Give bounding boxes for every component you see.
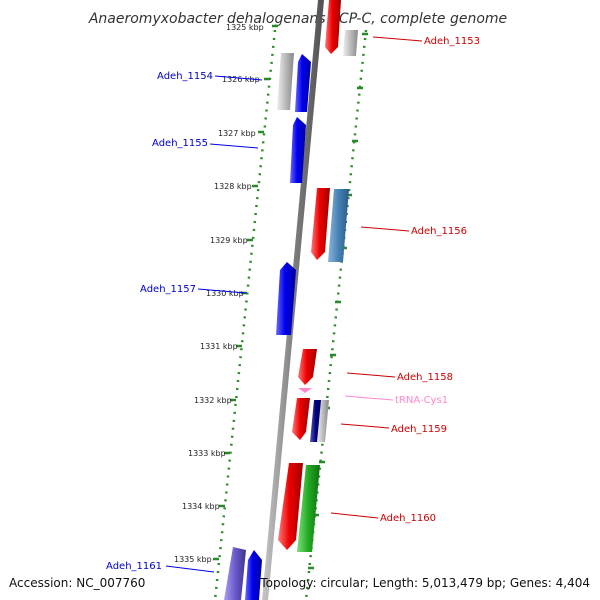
gene-adeh-1155[interactable]	[290, 117, 306, 183]
left-leader-lines	[165, 75, 263, 573]
tick-label: 1328 kbp	[214, 182, 252, 191]
gene-adeh-1160[interactable]	[278, 463, 303, 550]
gene-label-trna-cys1[interactable]: tRNA-Cys1	[395, 395, 448, 406]
tick-label: 1333 kbp	[188, 449, 226, 458]
gene-adeh-1160-green[interactable]	[297, 465, 320, 552]
reverse-strand-genes	[278, 0, 358, 552]
trna-cys1-gene[interactable]	[298, 388, 312, 393]
tick-label: 1326 kbp	[222, 75, 260, 84]
tick-label: 1334 kbp	[182, 502, 220, 511]
left-gene-labels: Adeh_1154 Adeh_1155 Adeh_1157 Adeh_1161	[106, 71, 213, 572]
gene-label-adeh-1155[interactable]: Adeh_1155	[152, 138, 208, 149]
gene-adeh-1154-gray[interactable]	[277, 53, 294, 110]
gene-adeh-1159-gray[interactable]	[317, 400, 329, 442]
right-gene-labels: Adeh_1153 Adeh_1156 Adeh_1158 tRNA-Cys1 …	[380, 36, 480, 524]
tick-label: 1325 kbp	[226, 23, 264, 32]
inner-dotted-track	[213, 29, 277, 600]
gene-adeh-1154[interactable]	[295, 54, 311, 112]
forward-strand-genes	[224, 53, 311, 600]
genome-title: Anaeromyxobacter dehalogenans 2CP-C, com…	[88, 11, 507, 27]
gene-label-adeh-1154[interactable]: Adeh_1154	[157, 71, 213, 82]
gene-label-adeh-1157[interactable]: Adeh_1157	[140, 284, 196, 295]
tick-label: 1331 kbp	[200, 342, 238, 351]
gene-adeh-1161-purple[interactable]	[224, 547, 246, 600]
gene-adeh-1156-steel[interactable]	[328, 189, 349, 262]
gene-label-adeh-1153[interactable]: Adeh_1153	[424, 36, 480, 47]
gene-adeh-1153-gray[interactable]	[343, 30, 358, 56]
accession-text: Accession: NC_007760	[9, 576, 145, 590]
gene-adeh-1157[interactable]	[276, 262, 296, 335]
topology-text: Topology: circular; Length: 5,013,479 bp…	[259, 576, 590, 590]
tick-label: 1332 kbp	[194, 396, 232, 405]
gene-adeh-1158[interactable]	[298, 349, 317, 385]
gene-adeh-1159[interactable]	[292, 398, 310, 440]
tick-label: 1329 kbp	[210, 236, 248, 245]
gene-label-adeh-1158[interactable]: Adeh_1158	[397, 372, 453, 383]
tick-labels: 1325 kbp 1326 kbp 1327 kbp 1328 kbp 1329…	[174, 23, 264, 564]
gene-label-adeh-1161[interactable]: Adeh_1161	[106, 561, 162, 572]
tick-label: 1335 kbp	[174, 555, 212, 564]
gene-label-adeh-1159[interactable]: Adeh_1159	[391, 424, 447, 435]
gene-adeh-1153[interactable]	[325, 0, 341, 54]
gene-adeh-1156[interactable]	[311, 188, 330, 260]
gene-label-adeh-1160[interactable]: Adeh_1160	[380, 513, 436, 524]
tick-label: 1330 kbp	[206, 289, 244, 298]
gene-adeh-1161[interactable]	[245, 550, 262, 600]
right-leader-lines	[330, 36, 423, 519]
tick-label: 1327 kbp	[218, 129, 256, 138]
gene-label-adeh-1156[interactable]: Adeh_1156	[411, 226, 467, 237]
